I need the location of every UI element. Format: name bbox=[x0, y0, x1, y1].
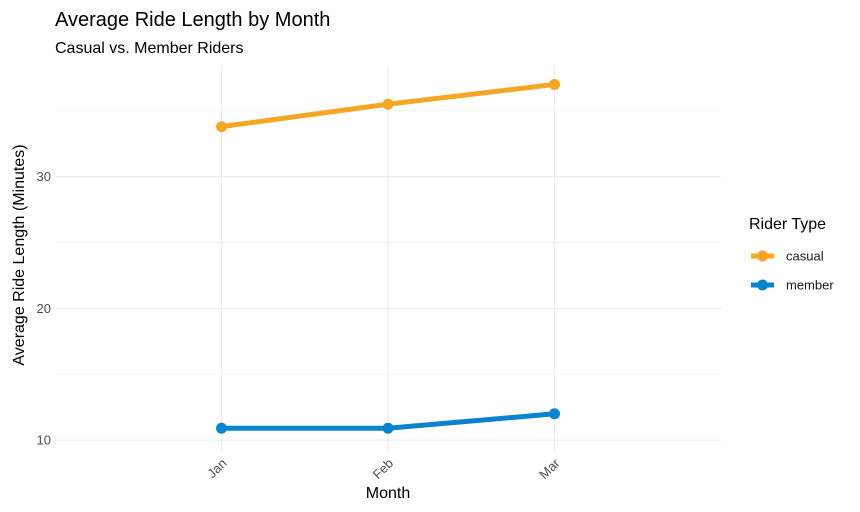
y-axis-ticks: 10 20 30 bbox=[37, 169, 51, 447]
legend-label: member bbox=[786, 278, 834, 293]
x-tick-label: Mar bbox=[536, 455, 563, 482]
legend-label: casual bbox=[786, 249, 824, 264]
data-point bbox=[549, 408, 560, 420]
y-axis-title: Average Ride Length (Minutes) bbox=[11, 144, 28, 365]
x-axis-ticks: Jan Feb Mar bbox=[204, 455, 563, 482]
data-point bbox=[216, 422, 227, 434]
legend-key-point bbox=[757, 279, 768, 291]
x-tick-label: Feb bbox=[370, 456, 396, 482]
chart-title: Average Ride Length by Month bbox=[55, 9, 330, 31]
legend-key-point bbox=[757, 250, 768, 262]
data-point bbox=[216, 121, 227, 133]
series-member bbox=[216, 408, 560, 434]
chart-subtitle: Casual vs. Member Riders bbox=[55, 40, 244, 57]
data-point bbox=[549, 78, 560, 90]
data-point bbox=[382, 422, 394, 434]
series-casual bbox=[216, 78, 560, 133]
y-tick-label: 30 bbox=[37, 169, 51, 184]
x-tick-label: Jan bbox=[204, 456, 229, 481]
legend-title: Rider Type bbox=[749, 216, 826, 233]
plot-grid bbox=[55, 66, 721, 452]
y-tick-label: 20 bbox=[37, 301, 51, 316]
legend-item-casual: casual bbox=[751, 249, 824, 264]
plot-series bbox=[216, 78, 560, 434]
x-axis-title: Month bbox=[366, 485, 410, 502]
legend-items: casual member bbox=[751, 249, 834, 293]
legend-item-member: member bbox=[751, 278, 834, 293]
data-point bbox=[382, 98, 394, 110]
legend: Rider Type casual member bbox=[749, 216, 834, 293]
y-tick-label: 10 bbox=[37, 433, 51, 448]
